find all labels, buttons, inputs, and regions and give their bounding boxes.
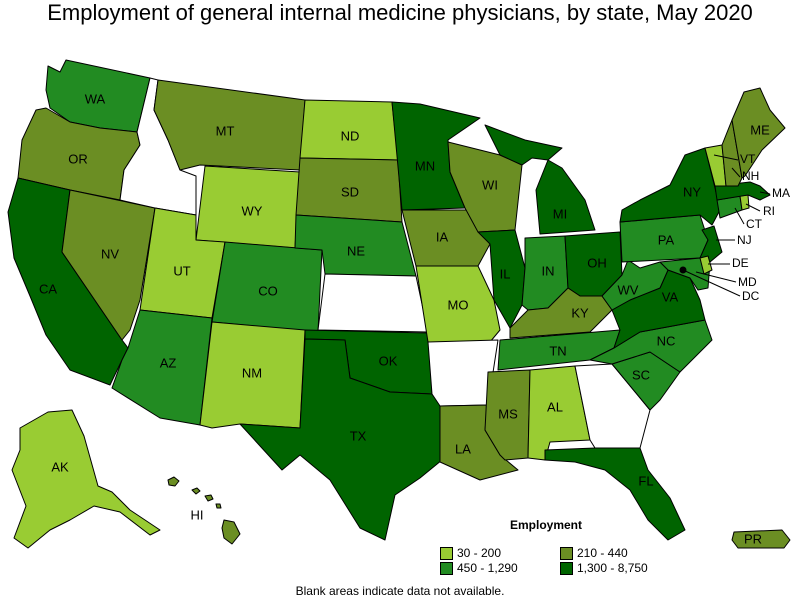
label-AK: AK: [51, 459, 69, 474]
label-UT: UT: [173, 263, 190, 278]
label-SD: SD: [341, 184, 359, 199]
label-DC: DC: [742, 289, 760, 303]
label-NM: NM: [242, 365, 262, 380]
state-ME: [731, 87, 786, 179]
label-CT: CT: [746, 217, 763, 231]
label-NH: NH: [742, 169, 759, 183]
label-NY: NY: [683, 184, 701, 199]
label-VA: VA: [662, 289, 679, 304]
legend: Employment 30 - 200 210 - 440 450 - 1,29…: [440, 518, 700, 576]
label-WI: WI: [482, 177, 498, 192]
legend-swatch-c1: [440, 546, 453, 560]
state-IL: [477, 229, 526, 329]
state-RI: [739, 194, 750, 211]
footnote: Blank areas indicate data not available.: [295, 584, 505, 598]
label-AZ: AZ: [160, 355, 177, 370]
state-HI: [167, 476, 241, 545]
label-KY: KY: [571, 305, 589, 320]
callout-line-dc: [682, 269, 741, 297]
label-IL: IL: [500, 266, 511, 281]
state-AK: [11, 409, 161, 549]
label-CA: CA: [39, 281, 57, 296]
label-MD: MD: [738, 275, 757, 289]
label-MI: MI: [553, 206, 567, 221]
state-IA: [401, 209, 491, 267]
label-NC: NC: [657, 333, 676, 348]
label-MN: MN: [415, 158, 435, 173]
legend-swatch-c4: [560, 561, 573, 575]
label-HI: HI: [191, 507, 204, 522]
legend-item-c2: 210 - 440: [560, 546, 628, 560]
label-WY: WY: [242, 203, 263, 218]
label-NV: NV: [101, 246, 119, 261]
label-TN: TN: [549, 343, 566, 358]
label-TX: TX: [350, 428, 367, 443]
callout-line-md: [695, 271, 737, 283]
legend-title: Employment: [510, 518, 583, 532]
label-AL: AL: [547, 399, 563, 414]
state-FL: [544, 447, 686, 541]
state-TX: [239, 338, 443, 541]
label-MT: MT: [216, 123, 235, 138]
callout-line-ct: [734, 207, 745, 225]
label-WA: WA: [85, 91, 106, 106]
label-OR: OR: [68, 151, 88, 166]
callout-line-ma: [759, 191, 771, 195]
state-PR: [731, 529, 791, 549]
label-DE: DE: [732, 256, 749, 270]
callout-line-nh: [731, 167, 741, 178]
legend-item-c4: 1,300 - 8,750: [560, 561, 648, 575]
label-FL: FL: [638, 473, 653, 488]
label-SC: SC: [632, 367, 650, 382]
label-VT: VT: [740, 152, 756, 166]
state-KY: [509, 287, 613, 339]
state-DE: [699, 255, 713, 275]
label-MO: MO: [448, 297, 469, 312]
legend-label-c1: 30 - 200: [457, 546, 502, 560]
map-title: Employment of general internal medicine …: [47, 0, 753, 25]
label-ND: ND: [341, 128, 360, 143]
label-PA: PA: [658, 232, 675, 247]
legend-item-c3: 450 - 1,290: [440, 561, 518, 575]
callout-line-vt: [713, 154, 739, 161]
label-LA: LA: [455, 441, 471, 456]
state-NY: [619, 147, 721, 226]
label-OK: OK: [379, 353, 398, 368]
callout-line-ri: [745, 203, 761, 212]
label-WV: WV: [618, 282, 639, 297]
label-MA: MA: [772, 186, 790, 200]
label-IA: IA: [436, 229, 449, 244]
state-KS: [317, 273, 429, 333]
label-ME: ME: [750, 122, 770, 137]
state-MI: [484, 124, 596, 235]
legend-label-c2: 210 - 440: [577, 546, 628, 560]
legend-swatch-c2: [560, 546, 573, 560]
label-NE: NE: [347, 243, 365, 258]
legend-item-c1: 30 - 200: [440, 546, 501, 560]
legend-label-c4: 1,300 - 8,750: [577, 561, 648, 575]
label-RI: RI: [763, 204, 775, 218]
label-OH: OH: [587, 255, 607, 270]
label-CO: CO: [258, 283, 278, 298]
legend-label-c3: 450 - 1,290: [457, 561, 518, 575]
label-IN: IN: [542, 263, 555, 278]
legend-swatch-c3: [440, 561, 453, 575]
label-MS: MS: [498, 406, 518, 421]
label-PR: PR: [744, 531, 762, 546]
label-NJ: NJ: [737, 233, 752, 247]
state-NH: [721, 119, 743, 187]
